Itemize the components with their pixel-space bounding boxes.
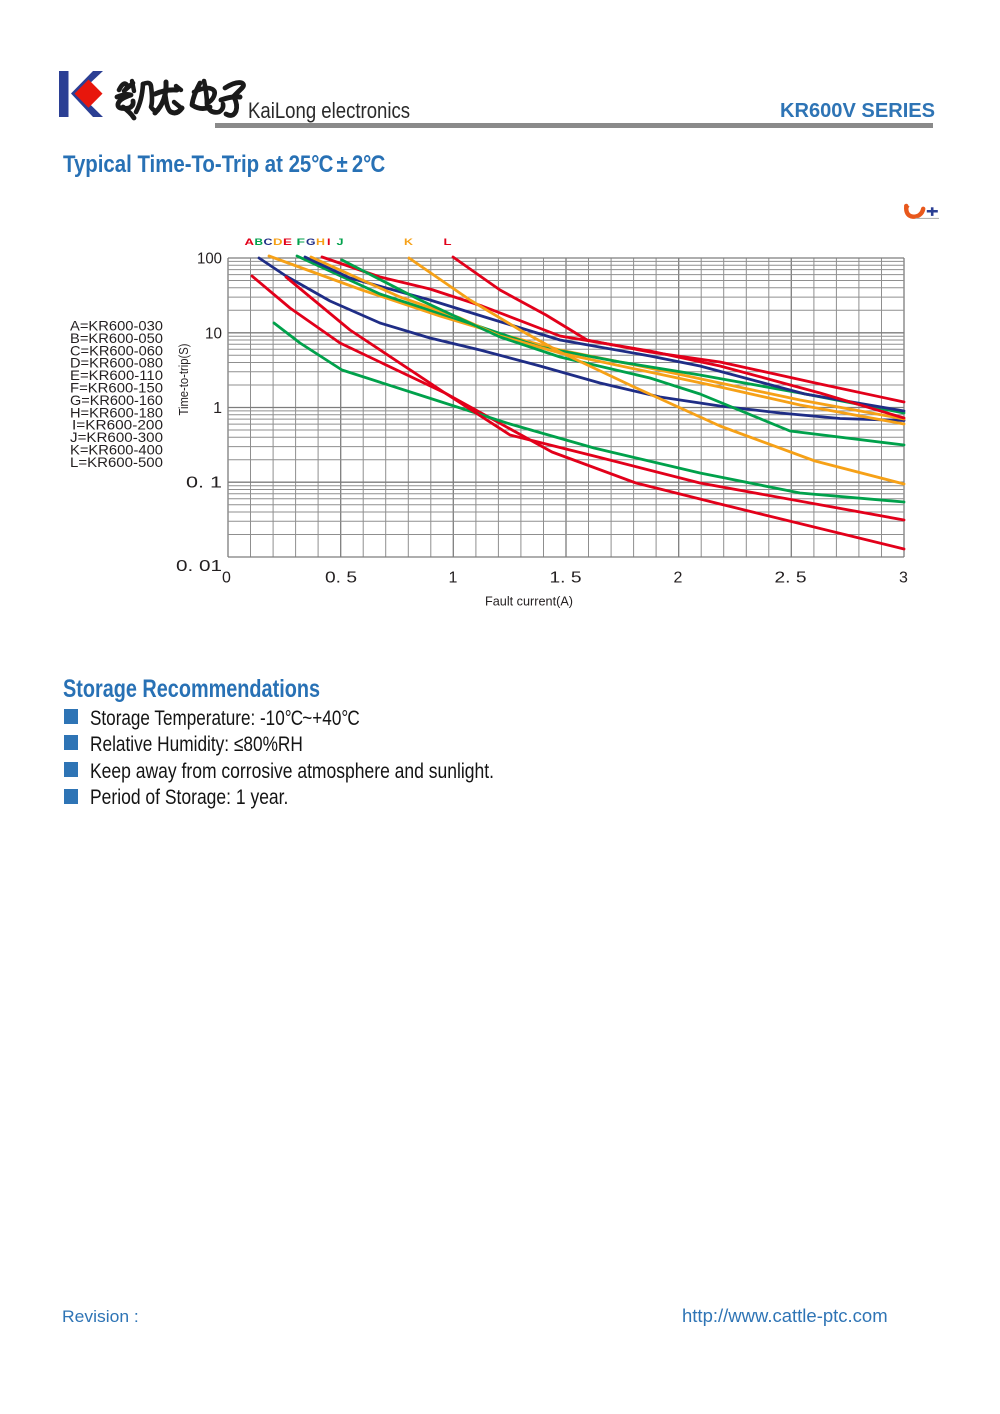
svg-text:H=KR600-180: H=KR600-180	[70, 404, 163, 420]
svg-text:C=KR600-060: C=KR600-060	[70, 342, 163, 358]
svg-text:E=KR600-110: E=KR600-110	[70, 367, 163, 383]
svg-text:2. 5: 2. 5	[775, 570, 807, 587]
svg-text:D=KR600-080: D=KR600-080	[70, 355, 163, 371]
svg-text:H: H	[316, 237, 325, 248]
svg-text:L: L	[444, 237, 452, 248]
svg-text:Fault current(A): Fault current(A)	[485, 594, 573, 609]
svg-text:1: 1	[213, 400, 222, 417]
svg-text:K=KR600-400: K=KR600-400	[70, 442, 163, 458]
svg-text:I: I	[327, 237, 331, 248]
svg-text:I=KR600-200: I=KR600-200	[72, 417, 163, 433]
svg-text:C: C	[264, 237, 273, 248]
svg-text:0: 0	[222, 570, 231, 587]
svg-text:2: 2	[674, 570, 683, 587]
svg-text:A=KR600-030: A=KR600-030	[70, 318, 163, 334]
svg-text:Time-to-trip(S): Time-to-trip(S)	[176, 344, 191, 416]
svg-text:J=KR600-300: J=KR600-300	[70, 429, 163, 445]
svg-text:A: A	[245, 237, 255, 248]
svg-text:1: 1	[449, 570, 458, 587]
svg-text:F: F	[297, 237, 306, 248]
svg-text:100: 100	[197, 251, 222, 268]
svg-text:B: B	[255, 237, 264, 248]
svg-text:E: E	[283, 237, 292, 248]
svg-text:D: D	[273, 237, 283, 248]
svg-text:0. 01: 0. 01	[176, 558, 222, 575]
svg-text:L=KR600-500: L=KR600-500	[70, 454, 163, 470]
svg-text:3: 3	[899, 570, 908, 587]
svg-text:1. 5: 1. 5	[550, 570, 582, 587]
svg-text:B=KR600-050: B=KR600-050	[70, 330, 163, 346]
svg-text:0. 1: 0. 1	[186, 475, 222, 492]
svg-text:G: G	[306, 237, 316, 248]
svg-text:G=KR600-160: G=KR600-160	[70, 392, 163, 408]
svg-text:K: K	[404, 237, 413, 248]
svg-text:J: J	[337, 237, 344, 248]
svg-text:F=KR600-150: F=KR600-150	[70, 380, 163, 396]
svg-text:10: 10	[205, 325, 222, 342]
svg-text:0. 5: 0. 5	[325, 570, 357, 587]
